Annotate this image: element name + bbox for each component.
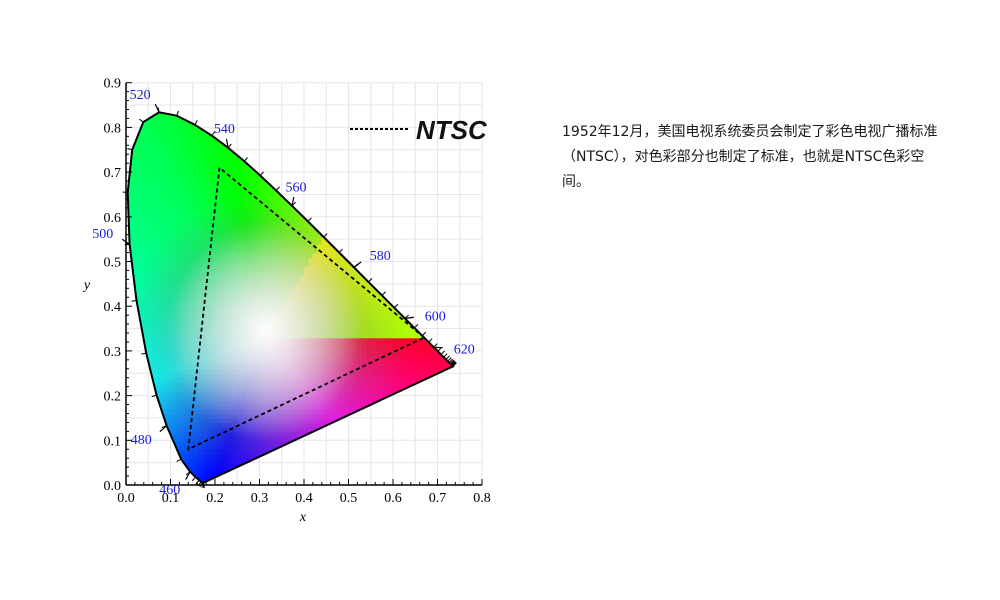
color-gamut-fill (127, 112, 453, 483)
wavelength-label-560: 560 (286, 180, 307, 195)
y-tick-label: 0.2 (104, 390, 122, 405)
legend-label: NTSC (416, 115, 488, 145)
wavelength-label-580: 580 (370, 249, 391, 264)
x-tick-label: 0.2 (206, 491, 224, 506)
axes: 0.0 0.1 0.2 0.3 0.4 0.5 0.6 0.7 0.8 0.0 0.1 0.2 0.3 0… (104, 77, 491, 506)
wavelength-label-540: 540 (214, 122, 235, 137)
y-tick-label: 0.9 (104, 77, 122, 92)
x-tick-label: 0.5 (340, 491, 358, 506)
x-tick-label: 0.6 (384, 491, 402, 506)
y-tick-label: 0.1 (104, 434, 122, 449)
y-tick-label: 0.3 (104, 345, 122, 360)
x-tick-label: 0.1 (162, 491, 180, 506)
x-tick-label: 0.0 (117, 491, 135, 506)
y-tick-label: 0.4 (104, 300, 122, 315)
x-tick-label: 0.7 (429, 491, 447, 506)
x-tick-label: 0.3 (251, 491, 269, 506)
ntsc-description: 1952年12月，美国电视系统委员会制定了彩色电视广播标准（NTSC），对色彩部… (562, 124, 938, 190)
wavelength-label-600: 600 (425, 310, 446, 325)
y-tick-label: 0.6 (104, 211, 122, 226)
ntsc-gamut-triangle (187, 165, 426, 451)
spectral-locus-ticks (122, 107, 457, 488)
x-tick-label: 0.4 (295, 491, 313, 506)
legend: NTSC (350, 115, 488, 145)
x-axis-label: x (299, 510, 307, 525)
wavelength-label-520: 520 (130, 88, 151, 103)
y-tick-label: 0.8 (104, 121, 122, 136)
wavelength-labels: 460 480 500 520 540 560 580 600 620 (92, 88, 475, 498)
white-point-glow (170, 218, 361, 439)
x-tick-label: 0.8 (473, 491, 491, 506)
y-tick-label: 0.0 (104, 479, 122, 494)
y-tick-label: 0.7 (104, 166, 122, 181)
wavelength-label-480: 480 (131, 433, 152, 448)
wavelength-label-460: 460 (159, 483, 180, 498)
y-tick-label: 0.5 (104, 256, 122, 271)
y-axis-label: y (82, 278, 91, 293)
wavelength-label-500: 500 (92, 227, 113, 242)
wavelength-label-620: 620 (454, 342, 475, 357)
